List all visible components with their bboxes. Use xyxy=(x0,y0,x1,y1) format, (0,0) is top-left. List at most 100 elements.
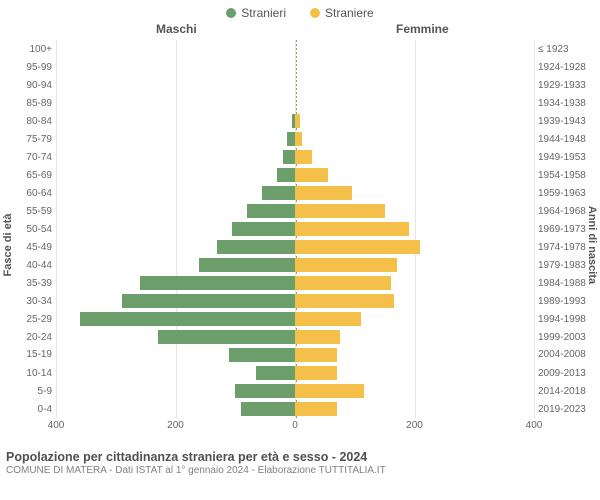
age-row: 20-241999-2003 xyxy=(56,328,534,346)
age-row: 60-641959-1963 xyxy=(56,184,534,202)
age-label: 60-64 xyxy=(26,188,56,199)
bar-female xyxy=(295,186,352,200)
bar-female xyxy=(295,132,302,146)
header-male: Maschi xyxy=(156,22,197,36)
swatch-female xyxy=(310,8,320,18)
age-row: 90-941929-1933 xyxy=(56,76,534,94)
x-axis: 4002000200400 xyxy=(56,420,534,436)
age-label: 25-29 xyxy=(26,314,56,325)
bar-male xyxy=(229,348,295,362)
bar-male xyxy=(80,312,295,326)
birth-year-label: 1959-1963 xyxy=(534,188,586,199)
chart-title: Popolazione per cittadinanza straniera p… xyxy=(6,450,594,464)
bar-female xyxy=(295,222,409,236)
age-label: 15-19 xyxy=(26,349,56,360)
bar-male xyxy=(262,186,295,200)
birth-year-label: 1999-2003 xyxy=(534,332,586,343)
age-label: 80-84 xyxy=(26,116,56,127)
x-tick-label: 0 xyxy=(292,420,298,431)
age-row: 55-591964-1968 xyxy=(56,202,534,220)
birth-year-label: 2019-2023 xyxy=(534,404,586,415)
bar-female xyxy=(295,276,391,290)
bar-female xyxy=(295,168,328,182)
age-label: 40-44 xyxy=(26,260,56,271)
y-axis-left-title: Fasce di età xyxy=(2,214,14,277)
bar-male xyxy=(158,330,295,344)
age-label: 75-79 xyxy=(26,134,56,145)
age-row: 10-142009-2013 xyxy=(56,364,534,382)
header-female: Femmine xyxy=(396,22,449,36)
age-label: 0-4 xyxy=(38,404,56,415)
bar-male xyxy=(283,150,295,164)
bar-male xyxy=(199,258,295,272)
column-headers: Maschi Femmine xyxy=(0,22,600,40)
age-label: 85-89 xyxy=(26,98,56,109)
bar-female xyxy=(295,258,397,272)
age-row: 70-741949-1953 xyxy=(56,148,534,166)
age-row: 0-42019-2023 xyxy=(56,400,534,418)
birth-year-label: 1954-1958 xyxy=(534,170,586,181)
chart: Fasce di età Anni di nascita 100+≤ 19239… xyxy=(0,40,600,450)
birth-year-label: 1964-1968 xyxy=(534,206,586,217)
birth-year-label: 1949-1953 xyxy=(534,152,586,163)
birth-year-label: 2009-2013 xyxy=(534,368,586,379)
age-row: 85-891934-1938 xyxy=(56,94,534,112)
age-row: 25-291994-1998 xyxy=(56,310,534,328)
bar-male xyxy=(232,222,295,236)
bar-female xyxy=(295,330,340,344)
age-label: 10-14 xyxy=(26,368,56,379)
age-row: 15-192004-2008 xyxy=(56,346,534,364)
legend-label-male: Stranieri xyxy=(241,6,286,20)
bar-female xyxy=(295,150,312,164)
swatch-male xyxy=(226,8,236,18)
bar-female xyxy=(295,204,385,218)
age-label: 55-59 xyxy=(26,206,56,217)
birth-year-label: 1989-1993 xyxy=(534,296,586,307)
age-row: 40-441979-1983 xyxy=(56,256,534,274)
birth-year-label: 2004-2008 xyxy=(534,349,586,360)
birth-year-label: 1979-1983 xyxy=(534,260,586,271)
birth-year-label: 1974-1978 xyxy=(534,242,586,253)
age-row: 30-341989-1993 xyxy=(56,292,534,310)
age-row: 35-391984-1988 xyxy=(56,274,534,292)
age-label: 35-39 xyxy=(26,278,56,289)
birth-year-label: 1934-1938 xyxy=(534,98,586,109)
x-tick-label: 400 xyxy=(526,420,543,431)
birth-year-label: 1984-1988 xyxy=(534,278,586,289)
birth-year-label: 2014-2018 xyxy=(534,386,586,397)
bar-male xyxy=(287,132,295,146)
bar-female xyxy=(295,366,337,380)
age-row: 5-92014-2018 xyxy=(56,382,534,400)
bar-male xyxy=(235,384,295,398)
age-row: 45-491974-1978 xyxy=(56,238,534,256)
age-label: 50-54 xyxy=(26,224,56,235)
age-label: 95-99 xyxy=(26,62,56,73)
y-axis-right-title: Anni di nascita xyxy=(586,206,598,284)
age-label: 20-24 xyxy=(26,332,56,343)
age-row: 65-691954-1958 xyxy=(56,166,534,184)
birth-year-label: 1929-1933 xyxy=(534,80,586,91)
x-tick-label: 400 xyxy=(48,420,65,431)
bar-male xyxy=(277,168,295,182)
bar-male xyxy=(122,294,295,308)
bar-female xyxy=(295,384,364,398)
bar-male xyxy=(241,402,295,416)
legend-item-female: Straniere xyxy=(310,6,374,20)
birth-year-label: 1944-1948 xyxy=(534,134,586,145)
age-label: 70-74 xyxy=(26,152,56,163)
age-label: 45-49 xyxy=(26,242,56,253)
birth-year-label: 1969-1973 xyxy=(534,224,586,235)
chart-subtitle: COMUNE DI MATERA - Dati ISTAT al 1° genn… xyxy=(6,465,594,476)
birth-year-label: 1994-1998 xyxy=(534,314,586,325)
birth-year-label: 1924-1928 xyxy=(534,62,586,73)
birth-year-label: 1939-1943 xyxy=(534,116,586,127)
bar-male xyxy=(140,276,295,290)
age-label: 30-34 xyxy=(26,296,56,307)
plot-area: 100+≤ 192395-991924-192890-941929-193385… xyxy=(56,40,534,418)
bar-male xyxy=(247,204,295,218)
legend: Stranieri Straniere xyxy=(0,0,600,22)
bar-male xyxy=(256,366,295,380)
age-row: 95-991924-1928 xyxy=(56,58,534,76)
bar-female xyxy=(295,294,394,308)
legend-label-female: Straniere xyxy=(325,6,374,20)
